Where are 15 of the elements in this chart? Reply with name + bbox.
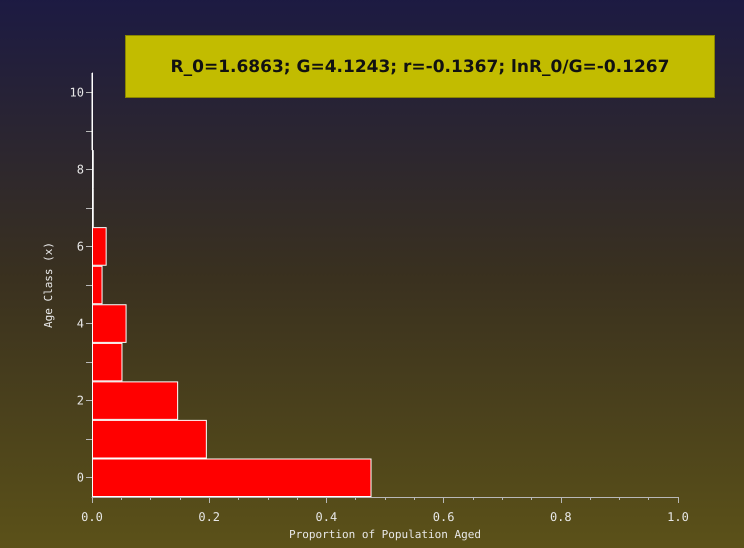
y-axis-title: Age Class (x)	[42, 242, 55, 328]
x-tick-label: 1.0	[667, 510, 689, 524]
x-tick-label: 0.2	[198, 510, 220, 524]
y-tick-label: 6	[76, 239, 84, 254]
x-tick-label: 0.0	[81, 510, 103, 524]
x-tick-label: 0.6	[432, 510, 454, 524]
x-tick-label: 0.4	[316, 510, 338, 524]
y-tick-label: 0	[76, 470, 84, 485]
x-axis-title: Proportion of Population Aged	[288, 528, 482, 541]
x-tick-label: 0.8	[550, 510, 572, 524]
y-tick-label: 10	[70, 85, 84, 100]
y-tick-label: 2	[76, 394, 84, 408]
y-tick-label: 8	[76, 162, 84, 176]
annotation: R_0=1.6863; G=4.1243; r=-0.1367; lnR_0/G=-0.1267	[170, 56, 670, 76]
y-tick-label: 4	[76, 316, 84, 331]
